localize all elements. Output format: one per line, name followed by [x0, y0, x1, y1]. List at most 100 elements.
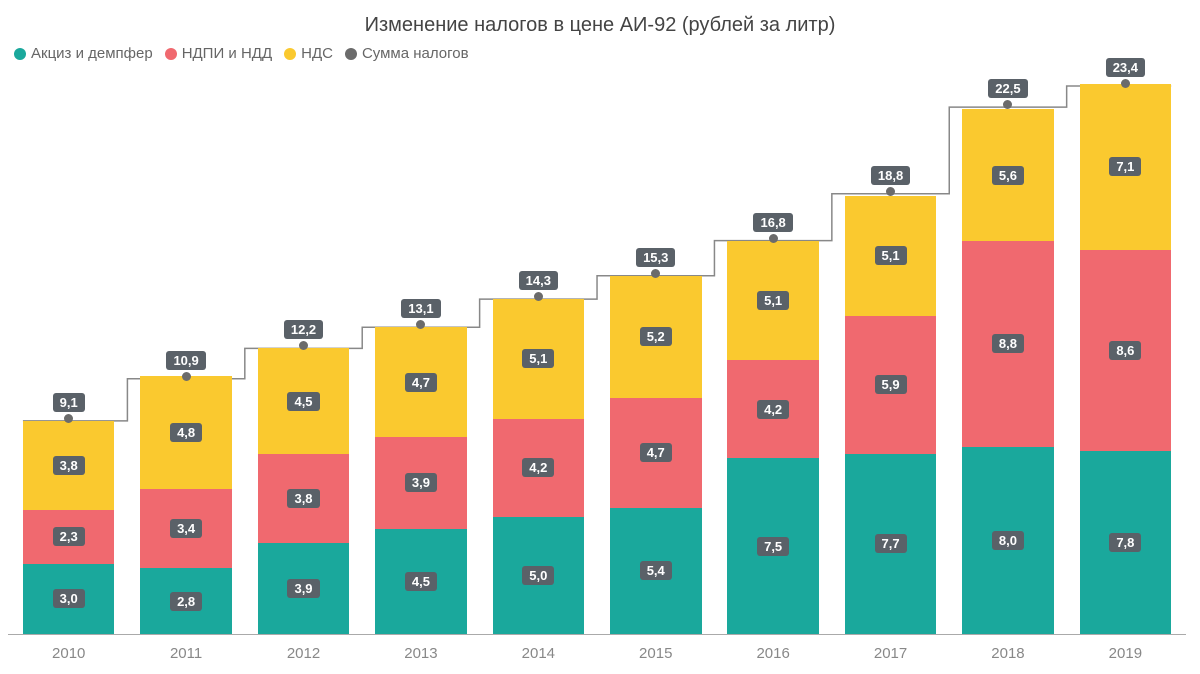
segment-value-label: 8,0: [992, 531, 1024, 550]
bar-segment-ndpi: 3,8: [258, 454, 350, 543]
legend-label: НДС: [301, 45, 333, 62]
x-axis-tick: 2014: [480, 645, 597, 662]
x-axis: 2010201120122013201420152016201720182019: [8, 634, 1186, 674]
bar-segment-ndpi: 4,2: [493, 419, 585, 517]
total-value-label: 14,3: [519, 271, 558, 290]
legend-item-excise: Акциз и демпфер: [14, 45, 153, 62]
x-axis-tick: 2017: [832, 645, 949, 662]
bar-segment-vat: 4,5: [258, 348, 350, 453]
segment-value-label: 4,2: [522, 458, 554, 477]
bar-segment-vat: 5,1: [845, 196, 937, 315]
total-marker: 13,1: [362, 299, 479, 329]
bar-group: 2,8 3,4 4,8 10,9: [127, 72, 244, 634]
bar-segment-ndpi: 4,2: [727, 360, 819, 458]
bar-segment-vat: 5,1: [727, 241, 819, 360]
total-value-label: 16,8: [753, 213, 792, 232]
segment-value-label: 5,0: [522, 566, 554, 585]
total-value-label: 15,3: [636, 248, 675, 267]
total-dot: [769, 234, 778, 243]
bar-segment-excise: 4,5: [375, 529, 467, 634]
legend-dot: [165, 48, 177, 60]
segment-value-label: 5,4: [640, 561, 672, 580]
segment-value-label: 2,8: [170, 592, 202, 611]
legend-label: Сумма налогов: [362, 45, 469, 62]
total-marker: 16,8: [714, 213, 831, 243]
total-value-label: 18,8: [871, 166, 910, 185]
segment-value-label: 5,1: [522, 349, 554, 368]
bar-segment-vat: 5,1: [493, 299, 585, 418]
total-dot: [651, 269, 660, 278]
bar-column: 3,0 2,3 3,8: [23, 72, 115, 634]
total-marker: 23,4: [1067, 58, 1184, 88]
segment-value-label: 4,5: [405, 572, 437, 591]
bar-segment-vat: 3,8: [23, 421, 115, 510]
bar-segment-excise: 2,8: [140, 568, 232, 634]
bar-group: 3,93,84,512,2: [245, 72, 362, 634]
bar-segment-ndpi: 5,9: [845, 316, 937, 454]
legend-dot: [345, 48, 357, 60]
total-dot: [416, 320, 425, 329]
x-axis-tick: 2018: [949, 645, 1066, 662]
legend-label: Акциз и демпфер: [31, 45, 153, 62]
segment-value-label: 5,6: [992, 166, 1024, 185]
bar-group: 7,7 5,9 5,1 18,8: [832, 72, 949, 634]
bar-column: 7,88,67,1: [1080, 72, 1172, 634]
segment-value-label: 4,7: [405, 373, 437, 392]
segment-value-label: 7,7: [875, 534, 907, 553]
x-axis-tick: 2011: [127, 645, 244, 662]
bar-segment-excise: 7,8: [1080, 451, 1172, 634]
total-value-label: 10,9: [166, 351, 205, 370]
x-axis-tick: 2013: [362, 645, 479, 662]
bar-segment-excise: 5,0: [493, 517, 585, 634]
x-axis-tick: 2012: [245, 645, 362, 662]
bar-group: 5,4 4,7 5,2 15,3: [597, 72, 714, 634]
bar-group: 7,88,67,123,4: [1067, 72, 1184, 634]
segment-value-label: 3,9: [405, 473, 437, 492]
total-value-label: 23,4: [1106, 58, 1145, 77]
bar-column: 7,5 4,2 5,1: [727, 72, 819, 634]
total-marker: 9,1: [10, 393, 127, 423]
segment-value-label: 3,8: [287, 489, 319, 508]
legend-item-ndpi: НДПИ и НДД: [165, 45, 272, 62]
bar-segment-excise: 5,4: [610, 508, 702, 634]
legend-item-vat: НДС: [284, 45, 333, 62]
bar-segment-ndpi: 4,7: [610, 398, 702, 508]
bar-segment-ndpi: 3,9: [375, 437, 467, 528]
bar-segment-ndpi: 2,3: [23, 510, 115, 564]
total-marker: 18,8: [832, 166, 949, 196]
segment-value-label: 5,2: [640, 327, 672, 346]
segment-value-label: 3,4: [170, 519, 202, 538]
segment-value-label: 4,5: [287, 392, 319, 411]
segment-value-label: 7,5: [757, 537, 789, 556]
x-axis-tick: 2016: [714, 645, 831, 662]
bar-segment-vat: 4,7: [375, 327, 467, 437]
segment-value-label: 3,8: [53, 456, 85, 475]
segment-value-label: 4,8: [170, 423, 202, 442]
legend: Акциз и демпфер НДПИ и НДД НДС Сумма нал…: [8, 41, 1192, 72]
bar-column: 4,5 3,9 4,7: [375, 72, 467, 634]
bar-segment-vat: 5,2: [610, 276, 702, 398]
bar-segment-excise: 8,0: [962, 447, 1054, 634]
bar-group: 7,5 4,2 5,1 16,8: [714, 72, 831, 634]
total-dot: [64, 414, 73, 423]
bar-column: 5,0 4,2 5,1: [493, 72, 585, 634]
bar-segment-excise: 7,5: [727, 458, 819, 634]
segment-value-label: 8,8: [992, 334, 1024, 353]
bar-group: 5,0 4,2 5,1 14,3: [480, 72, 597, 634]
bar-segment-vat: 7,1: [1080, 84, 1172, 250]
legend-item-total: Сумма налогов: [345, 45, 469, 62]
total-dot: [299, 341, 308, 350]
total-marker: 15,3: [597, 248, 714, 278]
total-dot: [1003, 100, 1012, 109]
segment-value-label: 5,1: [757, 291, 789, 310]
total-dot: [1121, 79, 1130, 88]
bar-segment-ndpi: 3,4: [140, 489, 232, 569]
total-marker: 14,3: [480, 271, 597, 301]
segment-value-label: 3,0: [53, 589, 85, 608]
bar-column: 5,4 4,7 5,2: [610, 72, 702, 634]
bar-column: 8,0 8,8 5,6: [962, 72, 1054, 634]
segment-value-label: 5,9: [875, 375, 907, 394]
bar-segment-ndpi: 8,6: [1080, 250, 1172, 451]
legend-label: НДПИ и НДД: [182, 45, 272, 62]
total-marker: 12,2: [245, 320, 362, 350]
